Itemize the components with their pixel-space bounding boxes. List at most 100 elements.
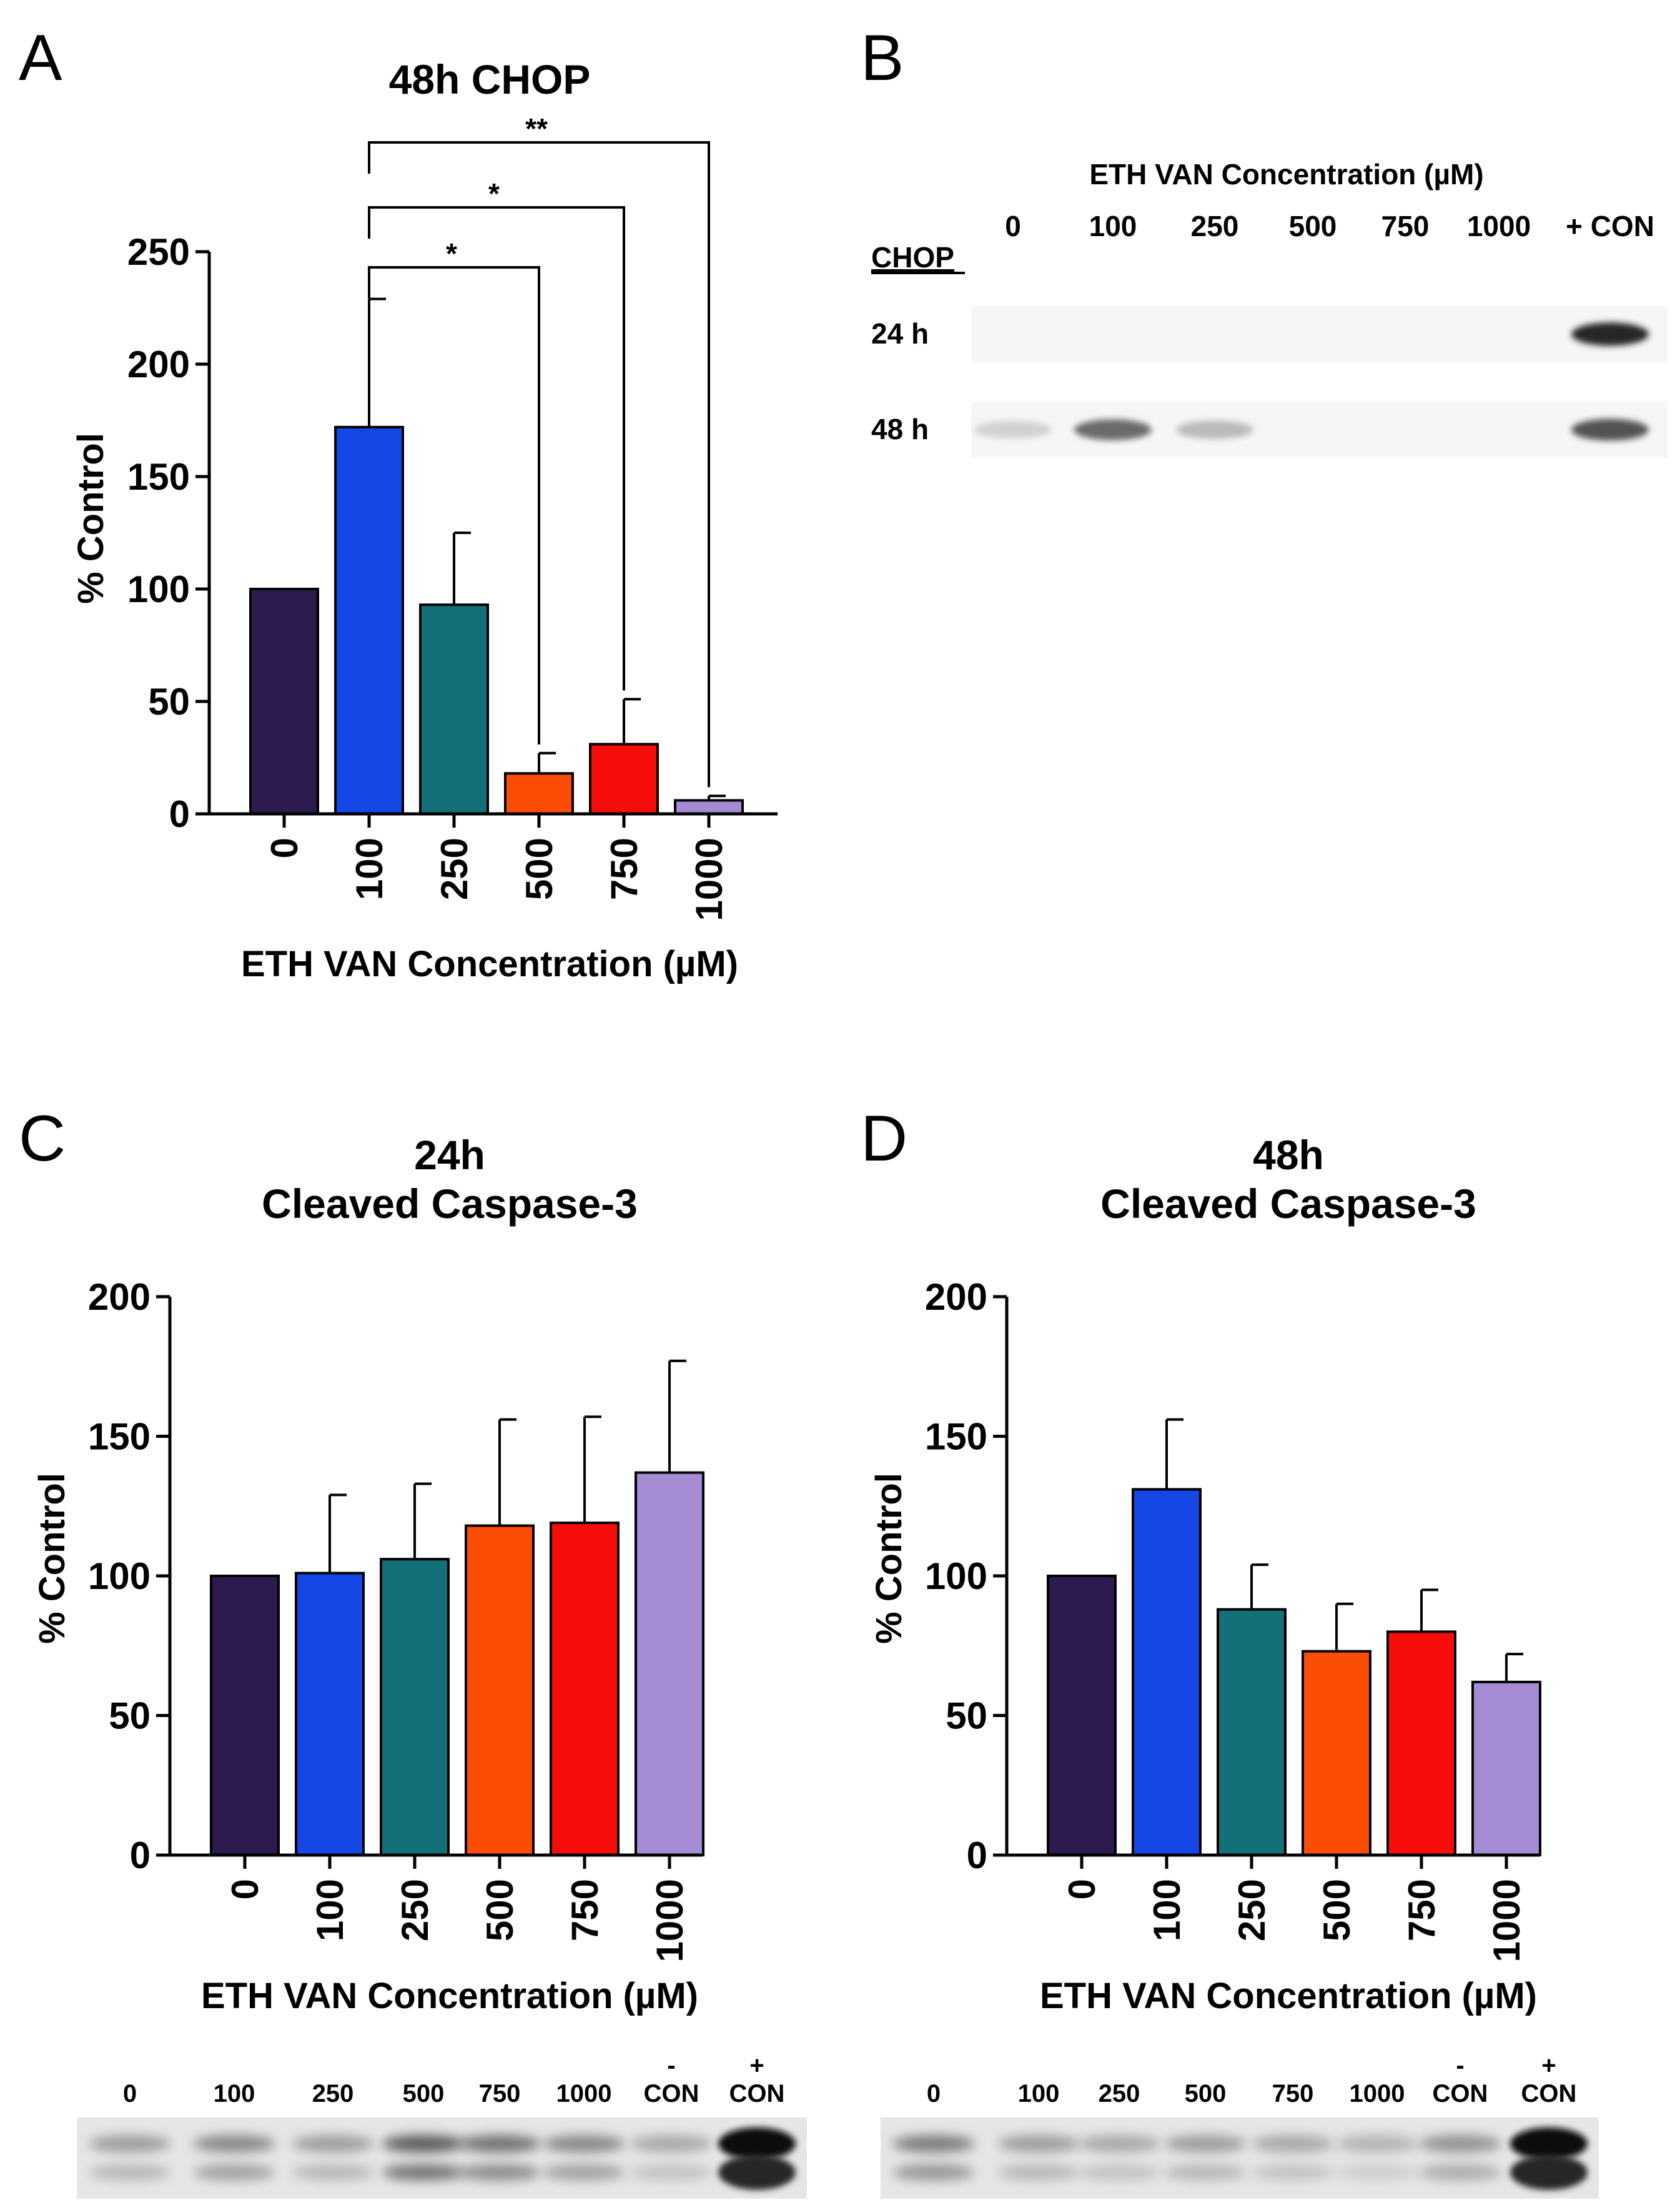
chart-a-title: 48h CHOP — [389, 56, 591, 102]
blot-d-band-upper-2 — [1078, 2135, 1160, 2152]
chart-c-x-tick-label: 1000 — [649, 1879, 691, 1962]
chart-c-x-tick-label: 750 — [564, 1879, 606, 1941]
blot-d-band-upper-6 — [1419, 2135, 1501, 2152]
chart-d-x-tick-label: 1000 — [1486, 1879, 1528, 1962]
chart-a-x-tick-label: 250 — [433, 838, 475, 900]
blot-c-band-upper-3 — [382, 2135, 465, 2152]
blot-b-band-1-6 — [1571, 418, 1649, 441]
chart-c-bar-0 — [210, 1575, 280, 1856]
chart-c-y-tick-label: 100 — [88, 1555, 151, 1597]
blot-d-band-upper-3 — [1164, 2135, 1247, 2152]
chart-c-x-tick-label: 250 — [394, 1879, 436, 1941]
chart-a-bar-100 — [334, 425, 404, 815]
chart-a-x-axis-label: ETH VAN Concentration (µM) — [241, 944, 738, 984]
blot-c-lane-label-0: 0 — [123, 2080, 137, 2107]
blot-c-band-lower-6 — [630, 2164, 713, 2181]
chart-a-sig-label-500: * — [446, 237, 457, 270]
panel-letter-d: D — [861, 1102, 907, 1175]
blot-d-band-lower-2 — [1078, 2164, 1160, 2181]
chart-a-bar-500 — [504, 772, 574, 815]
blot-c-band-lower-7 — [718, 2155, 796, 2190]
blot-d-caspase: 0 100 250 500 750 1000-CON+CON — [881, 2052, 1599, 2199]
blot-d-band-lower-0 — [892, 2164, 975, 2181]
chart-a-sig-bracket-500 — [368, 266, 540, 745]
panel-letter-c: C — [19, 1102, 66, 1175]
blot-b-membrane-0 — [971, 306, 1668, 362]
blot-d-neg-con-sign: - — [1456, 2052, 1464, 2079]
blot-d-lane-label-2: 250 — [1099, 2080, 1140, 2107]
chart-a-axes: 0 50 100 150 200 250 0 100 250 500 750 1000 — [127, 231, 778, 921]
chart-c-bar-100 — [295, 1572, 365, 1857]
blot-d-membrane — [881, 2117, 1599, 2199]
blot-b-lane-label-0: 0 — [1005, 210, 1021, 242]
chart-a-x-tick-label: 1000 — [688, 838, 730, 921]
chart-d-bar-500 — [1302, 1650, 1371, 1856]
chart-a-y-axis-label: % Control — [71, 433, 111, 604]
blot-c-band-upper-6 — [630, 2135, 713, 2152]
blot-d-band-upper-4 — [1252, 2135, 1334, 2152]
chart-c-axes: 0 50 100 150 200 0 100 250 500 750 1000 — [88, 1276, 703, 1962]
panel-letter-a: A — [19, 22, 62, 94]
blot-c-band-lower-5 — [543, 2164, 625, 2181]
chart-c-x-tick-label: 100 — [309, 1879, 351, 1941]
blot-b-title: ETH VAN Concentration (µM) — [1089, 158, 1483, 191]
blot-b-lane-label-5: 1000 — [1467, 210, 1531, 242]
chart-a-bar-1000 — [674, 799, 744, 816]
chart-d-y-tick-label: 200 — [925, 1276, 987, 1318]
chart-a-sig-label-750: * — [488, 177, 500, 210]
blot-d-band-upper-5 — [1336, 2135, 1418, 2152]
blot-b-protein-label: CHOP — [871, 241, 954, 274]
blot-b-row-label-0: 24 h — [871, 317, 929, 350]
chart-a-bar-250 — [419, 603, 489, 815]
blot-b-band-0-6 — [1571, 322, 1649, 346]
blot-c-band-upper-0 — [89, 2135, 171, 2152]
blot-b-band-1-2 — [1176, 420, 1253, 439]
chart-d-x-tick-label: 0 — [1061, 1879, 1103, 1899]
blot-b-row-label-1: 48 h — [871, 413, 929, 445]
chart-c-y-tick-label: 0 — [130, 1834, 151, 1876]
blot-c-membrane — [77, 2117, 807, 2199]
blot-b-band-1-1 — [1074, 419, 1152, 440]
blot-c-lane-label-3: 500 — [403, 2080, 445, 2107]
blot-c-band-upper-1 — [193, 2135, 275, 2152]
blot-c-lane-label-1: 100 — [214, 2080, 255, 2107]
blot-b-lane-label-1: 100 — [1089, 210, 1137, 242]
chart-d-bar-0 — [1047, 1575, 1117, 1856]
blot-d-lane-label-4: 750 — [1272, 2080, 1314, 2107]
chart-a-y-tick-label: 0 — [169, 793, 190, 835]
chart-a-y-tick-label: 100 — [127, 568, 190, 610]
panel-letter-b: B — [861, 22, 904, 94]
chart-d-bar-250 — [1217, 1608, 1287, 1856]
chart-c-title-line2: Cleaved Caspase-3 — [262, 1181, 638, 1227]
blot-c-pos-con-sign: + — [749, 2052, 764, 2079]
blot-d-band-upper-7 — [1510, 2127, 1588, 2160]
chart-a-bars — [249, 297, 744, 816]
blot-d-lane-label-3: 500 — [1185, 2080, 1227, 2107]
blot-c-neg-con-sign: - — [667, 2052, 675, 2079]
chart-a-x-tick-label: 100 — [348, 838, 390, 900]
chart-d-bar-1000 — [1471, 1680, 1541, 1857]
chart-d-title-line2: Cleaved Caspase-3 — [1100, 1181, 1476, 1227]
chart-c-y-tick-label: 150 — [88, 1416, 151, 1458]
chart-d-title-line1: 48h — [1253, 1132, 1324, 1178]
chart-d-y-axis-label: % Control — [869, 1473, 909, 1644]
blot-b-band-1-0 — [974, 420, 1052, 439]
chart-c-y-tick-label: 200 — [88, 1276, 151, 1318]
chart-c-x-tick-label: 500 — [479, 1879, 521, 1941]
chart-a-x-tick-label: 0 — [264, 838, 305, 858]
chart-a-bar-750 — [589, 743, 659, 816]
chart-a-y-tick-label: 50 — [148, 681, 190, 723]
chart-c-x-axis-label: ETH VAN Concentration (µM) — [201, 1976, 698, 2016]
blot-c-band-lower-3 — [382, 2164, 465, 2181]
chart-a-x-tick-label: 500 — [518, 838, 560, 900]
chart-d-48h-caspase: 48h Cleaved Caspase-3 0 50 100 150 200 0 100 25… — [869, 1132, 1541, 2016]
blot-c-lane-label-5: 1000 — [556, 2080, 612, 2107]
blot-d-band-upper-1 — [997, 2135, 1080, 2152]
blot-d-lane-label-1: 100 — [1018, 2080, 1060, 2107]
chart-d-y-tick-label: 100 — [925, 1555, 987, 1597]
blot-d-pos-con-sign: + — [1541, 2052, 1556, 2079]
chart-c-bars — [210, 1359, 704, 1857]
chart-c-y-tick-label: 50 — [109, 1695, 151, 1737]
